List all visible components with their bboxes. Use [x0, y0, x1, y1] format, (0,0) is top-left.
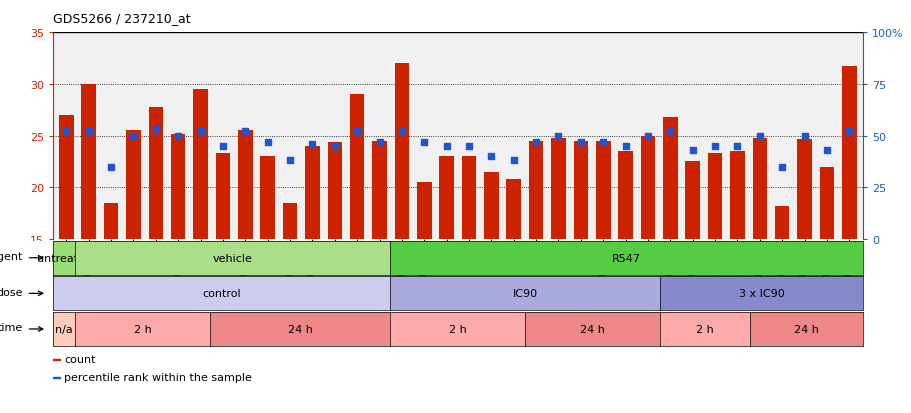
Bar [730, 152, 744, 240]
Text: 2 h: 2 h [134, 324, 151, 334]
Bar [573, 141, 588, 240]
Bar [416, 183, 431, 240]
Point [327, 143, 342, 150]
Point [707, 143, 722, 150]
Point [662, 129, 677, 135]
Bar [53, 359, 60, 360]
Point [126, 133, 140, 140]
Bar [819, 167, 834, 240]
Bar [595, 141, 609, 240]
Text: 24 h: 24 h [579, 324, 605, 334]
Text: R547: R547 [611, 253, 640, 263]
Bar [126, 131, 140, 240]
Point [796, 133, 811, 140]
Point [193, 129, 208, 135]
Point [215, 143, 230, 150]
Point [148, 127, 163, 133]
Bar [305, 147, 320, 240]
Point [104, 164, 118, 171]
Bar [685, 162, 700, 240]
Bar [394, 64, 409, 240]
Point [595, 139, 609, 146]
Bar [238, 131, 252, 240]
Point [573, 139, 588, 146]
Bar [550, 138, 565, 240]
Text: agent: agent [0, 252, 23, 261]
Point [774, 164, 789, 171]
Bar [148, 107, 163, 240]
Text: IC90: IC90 [512, 289, 537, 299]
Bar [193, 90, 208, 240]
Point [394, 129, 409, 135]
Point [819, 147, 834, 154]
Bar [215, 154, 230, 240]
Point [618, 143, 632, 150]
Point [416, 139, 431, 146]
Text: dose: dose [0, 287, 23, 297]
Text: 2 h: 2 h [696, 324, 713, 334]
Bar [170, 134, 185, 240]
Bar [261, 157, 274, 240]
Point [282, 158, 297, 164]
Bar [506, 180, 520, 240]
Point [439, 143, 454, 150]
Bar [640, 136, 654, 240]
Bar [372, 141, 386, 240]
Point [484, 154, 498, 160]
Text: GDS5266 / 237210_at: GDS5266 / 237210_at [53, 12, 190, 25]
Text: 3 x IC90: 3 x IC90 [738, 289, 783, 299]
Point [752, 133, 766, 140]
Bar [461, 157, 476, 240]
Point [238, 129, 252, 135]
Point [305, 141, 320, 148]
Text: control: control [202, 289, 241, 299]
Bar [53, 377, 60, 378]
Point [461, 143, 476, 150]
Bar [439, 157, 454, 240]
Bar [662, 118, 677, 240]
Point [528, 139, 543, 146]
Text: percentile rank within the sample: percentile rank within the sample [64, 373, 251, 382]
Point [730, 143, 744, 150]
Bar [528, 141, 543, 240]
Bar [774, 206, 789, 240]
Point [260, 139, 274, 146]
Point [506, 158, 520, 164]
Text: vehicle: vehicle [212, 253, 252, 263]
Text: time: time [0, 323, 23, 332]
Bar [327, 142, 342, 240]
Point [640, 133, 655, 140]
Bar [796, 140, 811, 240]
Text: n/a: n/a [56, 324, 73, 334]
Point [685, 147, 700, 154]
Bar [707, 154, 722, 240]
Point [372, 139, 386, 146]
Bar [484, 173, 498, 240]
Bar [59, 116, 74, 240]
Point [170, 133, 185, 140]
Bar [104, 203, 118, 240]
Text: untreated: untreated [36, 253, 92, 263]
Text: 24 h: 24 h [793, 324, 818, 334]
Bar [350, 95, 364, 240]
Point [841, 129, 855, 135]
Bar [282, 203, 297, 240]
Bar [81, 85, 96, 240]
Point [550, 133, 565, 140]
Bar [752, 138, 766, 240]
Point [59, 129, 74, 135]
Point [81, 129, 96, 135]
Text: count: count [64, 354, 96, 365]
Text: 24 h: 24 h [288, 324, 312, 334]
Bar [841, 67, 855, 240]
Bar [618, 152, 632, 240]
Point [350, 129, 364, 135]
Text: 2 h: 2 h [448, 324, 466, 334]
